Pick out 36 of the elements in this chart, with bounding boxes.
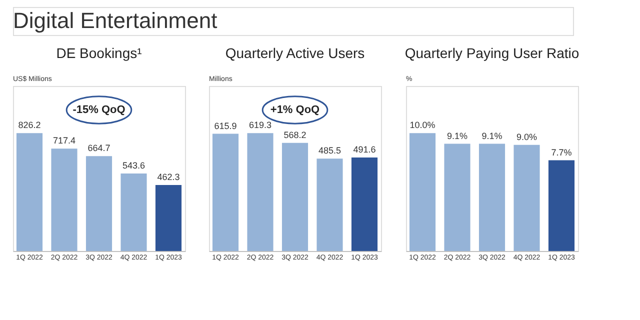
chart-title: DE Bookings¹ — [56, 45, 142, 61]
data-label: 543.6 — [122, 160, 146, 170]
bar — [351, 157, 378, 251]
data-label: 9.1% — [482, 130, 502, 141]
data-label: 10.0% — [410, 120, 436, 130]
bar — [51, 148, 78, 251]
text: -15% QoQ — [72, 104, 126, 116]
bar — [478, 144, 506, 251]
text: Digital Entertainment — [13, 8, 218, 33]
bar — [409, 133, 436, 251]
chart-title: Quarterly Paying User Ratio — [404, 45, 580, 61]
data-label: 7.7% — [551, 147, 572, 158]
data-label: 9.0% — [516, 132, 538, 142]
data-label: 826.2 — [18, 120, 41, 130]
bar — [212, 134, 239, 251]
data-label: 462.3 — [157, 172, 180, 182]
chart-title: Quarterly Active Users — [225, 45, 365, 61]
bar — [548, 160, 575, 251]
bar — [155, 185, 182, 251]
data-label: 664.7 — [88, 143, 110, 154]
bar — [120, 173, 147, 251]
data-label: 9.1% — [446, 130, 468, 141]
bar — [282, 142, 308, 251]
data-label: 491.6 — [353, 144, 376, 154]
data-label: 615.9 — [214, 120, 237, 131]
text: +1% QoQ — [270, 104, 320, 116]
bar — [86, 156, 112, 251]
bar — [514, 144, 540, 251]
bar — [444, 144, 470, 251]
bar — [16, 133, 43, 251]
bar — [316, 158, 343, 251]
data-label: 717.4 — [52, 136, 76, 146]
bar — [247, 133, 274, 251]
data-label: 568.2 — [284, 130, 306, 140]
data-label: 619.3 — [248, 120, 272, 130]
data-label: 485.5 — [318, 146, 342, 156]
